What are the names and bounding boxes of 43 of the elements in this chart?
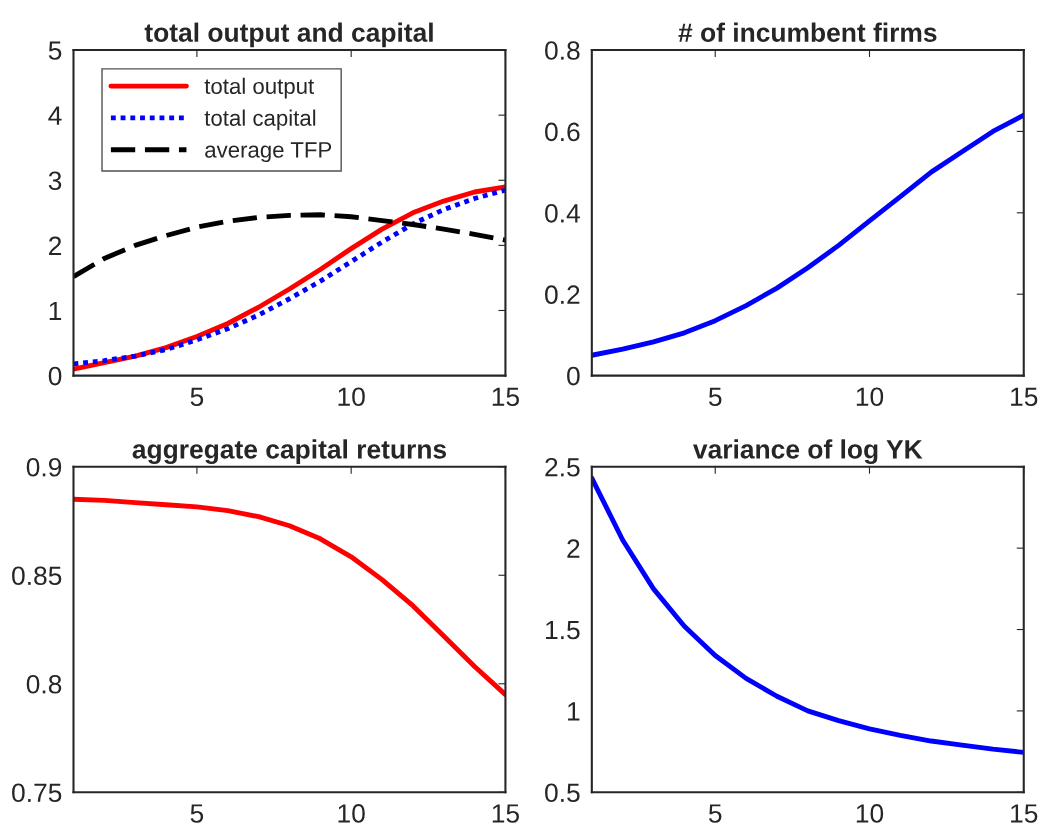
y-tick-label: 3 <box>48 171 62 191</box>
x-tick-label: 10 <box>856 387 884 407</box>
y-tick-label: 2.5 <box>545 457 580 477</box>
y-tick-label: 1 <box>49 301 62 321</box>
line-series <box>591 475 1024 755</box>
x-tick-label: 10 <box>856 804 884 823</box>
chart-title: total output and capital <box>144 22 433 48</box>
x-tick-label: 15 <box>492 387 519 407</box>
x-tick-label: 15 <box>492 804 519 823</box>
x-tick-label: 15 <box>1011 804 1038 823</box>
x-tick-label: 15 <box>1011 387 1038 407</box>
x-tick-label: 5 <box>708 387 722 407</box>
x-tick-label: 10 <box>338 804 365 823</box>
line-series <box>591 112 1024 358</box>
y-tick-label: 0.85 <box>12 566 62 586</box>
y-tick-label: 0.2 <box>545 285 580 305</box>
y-tick-label: 4 <box>48 106 62 125</box>
chart-title: aggregate capital returns <box>132 439 447 465</box>
chart-title: variance of log YK <box>693 439 923 465</box>
y-tick-label: 0 <box>48 366 62 386</box>
y-tick-label: 0.5 <box>545 783 580 803</box>
y-tick-label: 1.5 <box>546 620 580 640</box>
y-tick-label: 0.4 <box>545 203 580 223</box>
chart-title: # of incumbent firms <box>678 22 937 42</box>
y-tick-label: 2 <box>49 236 62 255</box>
y-tick-label: 0.8 <box>545 41 580 60</box>
y-tick-label: 1 <box>568 702 580 721</box>
y-tick-label: 0.9 <box>26 457 62 477</box>
legend-label: average TFP <box>205 142 332 163</box>
x-tick-label: 5 <box>190 387 204 407</box>
y-tick-label: 2 <box>567 539 580 558</box>
legend-label: total capital <box>204 109 316 131</box>
line-series <box>73 496 506 698</box>
y-tick-label: 5 <box>48 41 62 60</box>
y-tick-label: 0.6 <box>545 122 580 142</box>
line-series <box>73 212 506 280</box>
y-tick-label: 0.75 <box>12 783 62 803</box>
x-tick-label: 10 <box>338 387 365 407</box>
x-tick-label: 5 <box>708 804 722 823</box>
y-tick-label: 0 <box>567 366 580 386</box>
x-tick-label: 5 <box>190 804 204 823</box>
y-tick-label: 0.8 <box>26 674 62 694</box>
legend-label: total output <box>204 77 315 99</box>
